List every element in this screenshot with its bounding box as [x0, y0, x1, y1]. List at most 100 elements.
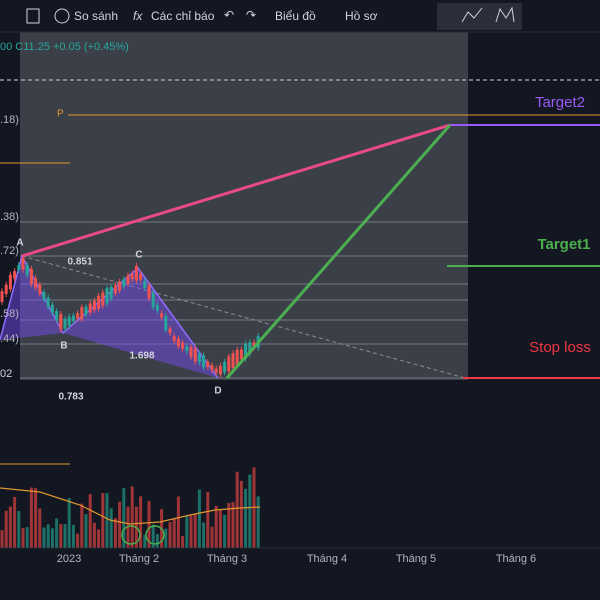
volume-bar [76, 533, 80, 548]
signal-circle [145, 525, 165, 545]
price-label: .18) [0, 114, 19, 126]
volume-bar [189, 515, 193, 548]
xabcd-tool[interactable] [495, 6, 515, 23]
price-labels: .18) .38) .72) .58) .44) 02 [0, 114, 19, 380]
candle-body [202, 355, 206, 368]
pattern-outline [0, 253, 219, 379]
volume-bar [231, 502, 235, 548]
candle-body [172, 336, 176, 341]
candle-body [80, 307, 84, 320]
x-label: Tháng 4 [307, 553, 347, 565]
candle-body [29, 268, 33, 285]
volume-bar [13, 496, 17, 548]
redo-button[interactable]: ↷ [246, 8, 256, 22]
candle-body [244, 343, 248, 359]
candle-body [147, 285, 151, 299]
compare-icon[interactable] [54, 8, 70, 24]
candle-body [34, 278, 38, 288]
candle-body [25, 265, 29, 275]
candle-body [76, 313, 80, 319]
candle-body [21, 257, 25, 270]
volume-bar [239, 480, 243, 548]
volume-bar [21, 528, 25, 548]
target2-path [21, 123, 451, 258]
candle-body [151, 292, 155, 308]
pattern-xab [0, 256, 63, 340]
candle-body [164, 316, 168, 331]
candle-body [235, 349, 239, 366]
candle-body [13, 271, 17, 279]
volume-bar [126, 506, 130, 548]
volume-bar [50, 528, 54, 548]
volume-bar [97, 529, 101, 548]
candle-body [59, 314, 63, 330]
candle-body [84, 306, 88, 315]
pattern-tool[interactable] [461, 7, 483, 23]
volume-bar [193, 513, 197, 548]
candle-body [8, 274, 12, 290]
x-label: Tháng 3 [207, 553, 247, 565]
p-marker: P [57, 109, 64, 120]
indicator-icon[interactable]: fx [133, 9, 143, 23]
candle-body [42, 292, 46, 300]
point-label: A [16, 238, 23, 249]
profile-button[interactable]: Hồ sơ [345, 9, 378, 23]
candle-body [0, 291, 4, 302]
volume-bar [38, 508, 42, 548]
candle-body [71, 315, 75, 322]
volume-bar [185, 515, 189, 548]
candle-body [101, 292, 105, 306]
chart-button[interactable]: Biểu đồ [275, 9, 316, 23]
x-label: 2023 [57, 553, 81, 565]
volume-bar [139, 496, 143, 548]
candle-body [193, 348, 197, 362]
candle-body [17, 265, 21, 270]
candle-body [248, 342, 252, 354]
shaded-range [20, 30, 468, 380]
candle-body [63, 318, 67, 329]
candle-body [92, 300, 96, 311]
pattern-bcd [63, 268, 218, 378]
candle-body [88, 303, 92, 313]
volume-bar [71, 524, 75, 548]
indicators-button[interactable]: Các chỉ báo [151, 9, 215, 23]
candle-body [189, 347, 193, 357]
volume-bars [0, 467, 260, 548]
volume-bar [176, 496, 180, 548]
candle-body [55, 311, 59, 320]
compare-button[interactable]: So sánh [74, 9, 118, 23]
volume-bar [92, 522, 96, 548]
volume-bar [248, 474, 252, 548]
volume-bar [17, 511, 21, 548]
volume-bar [244, 488, 248, 548]
candle-body [113, 285, 117, 294]
candle-body [38, 284, 42, 294]
volume-bar [84, 514, 88, 548]
volume-bar [210, 526, 214, 548]
candle-icon[interactable] [26, 8, 40, 24]
volume-bar [4, 510, 8, 548]
volume-bar [25, 527, 29, 548]
candle-body [105, 288, 109, 304]
volume-bar [122, 488, 126, 548]
volume-bar [42, 527, 46, 548]
volume-bar [34, 488, 38, 548]
candle-body [109, 286, 113, 299]
candle-body [118, 281, 122, 291]
candle-body [214, 368, 218, 373]
volume-bar [143, 534, 147, 548]
volume-bar [63, 524, 67, 548]
volume-bar [227, 502, 231, 548]
volume-bar [130, 486, 134, 548]
candle-body [4, 284, 8, 294]
volume-bar [164, 528, 168, 548]
candle-body [227, 356, 231, 372]
volume-bar [181, 535, 185, 548]
candle-body [176, 338, 180, 347]
undo-button[interactable]: ↶ [224, 8, 234, 22]
candle-body [210, 365, 214, 370]
candle-body [168, 328, 172, 334]
time-axis: 2023 Tháng 2 Tháng 3 Tháng 4 Tháng 5 Thá… [57, 553, 536, 565]
volume-bar [256, 496, 260, 548]
price-label: .38) [0, 211, 19, 223]
